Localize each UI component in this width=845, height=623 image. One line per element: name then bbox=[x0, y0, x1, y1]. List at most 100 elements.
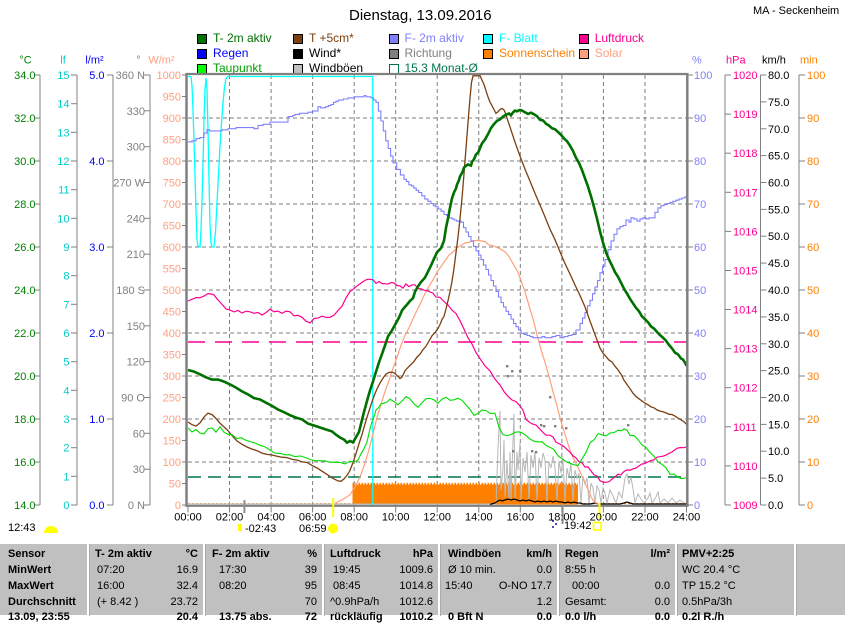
svg-text:400: 400 bbox=[163, 328, 181, 340]
svg-text:240: 240 bbox=[127, 213, 145, 225]
svg-text:90: 90 bbox=[807, 113, 819, 125]
svg-text:13: 13 bbox=[57, 127, 69, 139]
svg-text:1.0: 1.0 bbox=[89, 414, 104, 426]
svg-text:1019: 1019 bbox=[733, 109, 757, 121]
svg-text:00:00: 00:00 bbox=[174, 512, 202, 524]
svg-text:11: 11 bbox=[58, 185, 69, 197]
svg-text:14: 14 bbox=[57, 99, 69, 111]
svg-text:lf: lf bbox=[60, 55, 66, 67]
svg-text:120: 120 bbox=[127, 357, 145, 369]
svg-text:02:00: 02:00 bbox=[216, 512, 244, 524]
svg-text:65.0: 65.0 bbox=[768, 151, 789, 163]
svg-text:100: 100 bbox=[807, 70, 825, 82]
svg-text:300: 300 bbox=[163, 371, 181, 383]
svg-text:750: 750 bbox=[163, 178, 181, 190]
svg-text:°C: °C bbox=[19, 55, 31, 67]
svg-text:150: 150 bbox=[163, 436, 181, 448]
svg-text:850: 850 bbox=[163, 135, 181, 147]
svg-text:3.0: 3.0 bbox=[89, 242, 104, 254]
svg-text:10:00: 10:00 bbox=[382, 512, 410, 524]
svg-text:60.0: 60.0 bbox=[768, 178, 789, 190]
svg-text:25.0: 25.0 bbox=[768, 366, 789, 378]
svg-text:550: 550 bbox=[163, 264, 181, 276]
svg-text:5: 5 bbox=[63, 357, 69, 369]
svg-text:75.0: 75.0 bbox=[768, 97, 789, 109]
svg-text:50: 50 bbox=[807, 285, 819, 297]
svg-text:06:59: 06:59 bbox=[299, 523, 327, 535]
svg-text:50: 50 bbox=[169, 479, 181, 491]
svg-text:0 N: 0 N bbox=[128, 500, 145, 512]
svg-text:20: 20 bbox=[807, 414, 819, 426]
svg-text:1013: 1013 bbox=[733, 344, 757, 356]
svg-text:200: 200 bbox=[163, 414, 181, 426]
svg-text:30: 30 bbox=[133, 464, 145, 476]
svg-text:15.0: 15.0 bbox=[768, 419, 789, 431]
svg-text:10.0: 10.0 bbox=[768, 446, 789, 458]
svg-text:5.0: 5.0 bbox=[89, 70, 104, 82]
svg-text:12: 12 bbox=[57, 156, 69, 168]
svg-text:12:43: 12:43 bbox=[8, 522, 36, 534]
svg-text:800: 800 bbox=[163, 156, 181, 168]
svg-text:10: 10 bbox=[694, 457, 706, 469]
svg-text:1000: 1000 bbox=[157, 70, 181, 82]
svg-text:35.0: 35.0 bbox=[768, 312, 789, 324]
svg-text:210: 210 bbox=[127, 249, 145, 261]
svg-text:22.0: 22.0 bbox=[14, 328, 35, 340]
svg-text:08:00: 08:00 bbox=[340, 512, 368, 524]
svg-text:hPa: hPa bbox=[726, 55, 746, 67]
svg-text:0: 0 bbox=[175, 500, 181, 512]
svg-text:70.0: 70.0 bbox=[768, 124, 789, 136]
svg-text:l/m²: l/m² bbox=[85, 55, 104, 67]
svg-text:100: 100 bbox=[694, 70, 712, 82]
svg-text:250: 250 bbox=[163, 393, 181, 405]
svg-text:30.0: 30.0 bbox=[14, 156, 35, 168]
svg-text:350: 350 bbox=[163, 350, 181, 362]
svg-text:1011: 1011 bbox=[733, 422, 757, 434]
svg-text:°: ° bbox=[136, 55, 140, 67]
svg-text:450: 450 bbox=[163, 307, 181, 319]
svg-text:100: 100 bbox=[163, 457, 181, 469]
svg-text:360 N: 360 N bbox=[116, 70, 145, 82]
svg-text:10: 10 bbox=[807, 457, 819, 469]
svg-text:1012: 1012 bbox=[733, 383, 757, 395]
svg-text:km/h: km/h bbox=[762, 55, 786, 67]
svg-text:650: 650 bbox=[163, 221, 181, 233]
svg-text:1015: 1015 bbox=[733, 266, 757, 278]
svg-text:1009: 1009 bbox=[733, 500, 757, 512]
svg-text:0: 0 bbox=[807, 500, 813, 512]
svg-text:4.0: 4.0 bbox=[89, 156, 104, 168]
svg-text:W/m²: W/m² bbox=[148, 55, 175, 67]
svg-text:30.0: 30.0 bbox=[768, 339, 789, 351]
svg-text:900: 900 bbox=[163, 113, 181, 125]
svg-text:7: 7 bbox=[63, 299, 69, 311]
svg-text:5.0: 5.0 bbox=[768, 473, 783, 485]
svg-text:%: % bbox=[692, 55, 702, 67]
svg-text:10: 10 bbox=[57, 213, 69, 225]
svg-text:-02:43: -02:43 bbox=[245, 523, 276, 535]
svg-text:16.0: 16.0 bbox=[14, 457, 35, 469]
svg-text:6: 6 bbox=[63, 328, 69, 340]
svg-text:45.0: 45.0 bbox=[768, 258, 789, 270]
svg-text:18:00: 18:00 bbox=[548, 512, 576, 524]
svg-text:80: 80 bbox=[807, 156, 819, 168]
svg-text:40.0: 40.0 bbox=[768, 285, 789, 297]
svg-text:19:42: 19:42 bbox=[564, 520, 592, 532]
svg-text:9: 9 bbox=[63, 242, 69, 254]
svg-text:26.0: 26.0 bbox=[14, 242, 35, 254]
svg-text:55.0: 55.0 bbox=[768, 204, 789, 216]
svg-text:40: 40 bbox=[807, 328, 819, 340]
svg-text:80.0: 80.0 bbox=[768, 70, 789, 82]
svg-text:50.0: 50.0 bbox=[768, 231, 789, 243]
svg-text:20:00: 20:00 bbox=[590, 512, 618, 524]
svg-text:80: 80 bbox=[694, 156, 706, 168]
svg-text:60: 60 bbox=[807, 242, 819, 254]
svg-text:330: 330 bbox=[127, 106, 145, 118]
svg-text:20.0: 20.0 bbox=[14, 371, 35, 383]
svg-text:180 S: 180 S bbox=[116, 285, 145, 297]
svg-text:20.0: 20.0 bbox=[768, 393, 789, 405]
svg-text:600: 600 bbox=[163, 242, 181, 254]
svg-text:60: 60 bbox=[133, 428, 145, 440]
svg-text:1020: 1020 bbox=[733, 70, 757, 82]
svg-text:04:00: 04:00 bbox=[257, 512, 285, 524]
svg-text:32.0: 32.0 bbox=[14, 113, 35, 125]
